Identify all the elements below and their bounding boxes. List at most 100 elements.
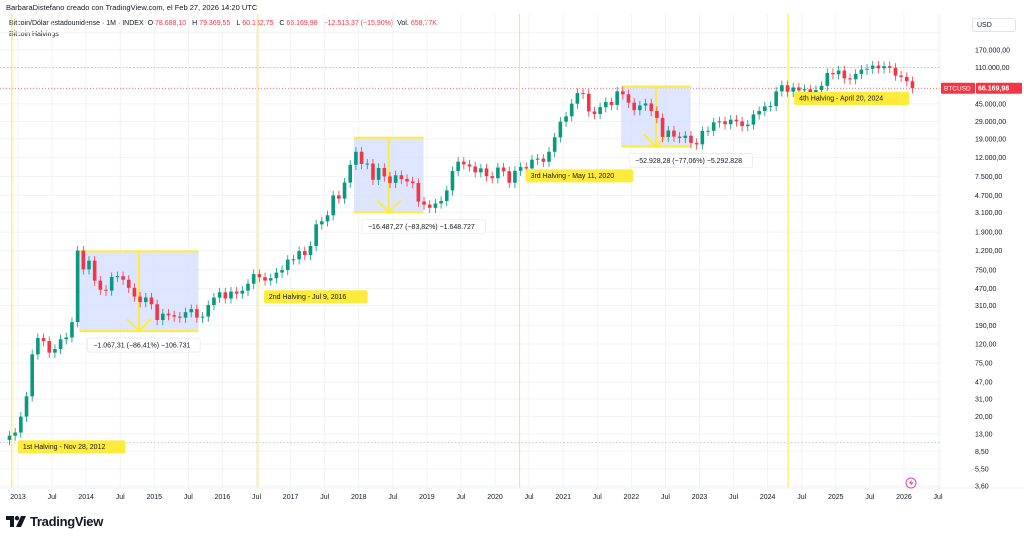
time-tick-label: Jul <box>865 494 874 501</box>
time-tick-label: Jul <box>456 494 465 501</box>
candle-body <box>359 151 364 164</box>
candle <box>904 72 909 87</box>
candle <box>337 190 341 204</box>
candle <box>115 271 120 283</box>
candle <box>7 431 12 446</box>
candle <box>376 163 381 186</box>
time-tick-label: Jul <box>729 494 738 501</box>
candle <box>865 64 869 75</box>
candle <box>694 138 699 150</box>
candle-body <box>734 119 739 122</box>
candle-body <box>92 260 97 281</box>
candle <box>598 102 602 120</box>
halving-label-bg <box>794 91 910 105</box>
candle <box>734 115 739 127</box>
measurement-label: −52.928,28 (−77,06%) −5.292.828 <box>635 158 742 165</box>
lightning-icon[interactable] <box>905 477 917 489</box>
candle <box>280 265 284 278</box>
close-value: 66.169,98 <box>286 20 318 27</box>
candle-body <box>325 215 330 222</box>
time-tick-label: 2026 <box>896 494 912 501</box>
measurement-label: −16.487,27 (−83,82%) −1.648.727 <box>368 224 475 231</box>
candle <box>467 159 472 172</box>
candle-body <box>178 316 182 318</box>
candle <box>263 272 267 286</box>
candle-body <box>75 250 80 323</box>
candle-body <box>683 135 688 138</box>
symbol-tag-bg <box>941 82 975 94</box>
candle <box>462 157 466 170</box>
candle-body <box>172 315 176 317</box>
candle-body <box>603 102 608 108</box>
candle <box>643 98 648 111</box>
candle-body <box>314 224 318 247</box>
candle-body <box>467 164 472 167</box>
candle <box>592 106 597 120</box>
candle-body <box>541 158 546 162</box>
candle-body <box>274 272 279 279</box>
candle <box>745 120 750 132</box>
candle <box>609 97 614 111</box>
candle-body <box>337 195 341 199</box>
candle-body <box>677 136 682 138</box>
candle <box>149 292 154 310</box>
candle <box>291 254 296 265</box>
candle-body <box>558 121 563 138</box>
candle-body <box>870 65 875 69</box>
candle-body <box>143 297 148 303</box>
time-tick-label: Jul <box>252 494 261 501</box>
candle-body <box>98 280 103 290</box>
candle <box>36 333 40 360</box>
candle-body <box>132 287 137 297</box>
currency-button[interactable]: USD <box>972 18 1016 32</box>
candle <box>910 76 915 94</box>
candle <box>121 271 125 285</box>
candle-body <box>36 338 40 355</box>
candle <box>257 269 262 283</box>
candle-body <box>581 93 585 95</box>
candle <box>728 115 733 130</box>
candle <box>217 287 222 303</box>
candle-body <box>632 102 636 111</box>
candle-body <box>399 175 404 180</box>
candle <box>507 166 512 188</box>
time-tick-label: Jul <box>593 494 602 501</box>
candle <box>660 113 665 143</box>
candle-body <box>831 72 835 75</box>
candle-body <box>410 181 415 184</box>
candle-body <box>484 168 489 177</box>
candle-body <box>592 111 597 115</box>
symbol-name[interactable]: Bitcoin/Dólar estadounidense · 1M · INDE… <box>9 20 144 27</box>
candle-body <box>711 122 716 131</box>
candle <box>785 80 790 97</box>
candle <box>206 300 211 322</box>
candle-body <box>234 291 239 294</box>
candle-body <box>757 111 761 115</box>
candle <box>666 125 671 143</box>
candle-body <box>297 251 301 260</box>
candle-body <box>621 91 625 95</box>
candle-body <box>126 279 131 288</box>
tradingview-logo[interactable]: TradingView <box>6 514 103 529</box>
candle-body <box>246 283 250 291</box>
candle-body <box>876 65 881 69</box>
candle-body <box>393 175 398 183</box>
candle <box>325 210 330 227</box>
candle-body <box>865 68 869 70</box>
candle-body <box>149 297 154 305</box>
price-tick-label: 310,00 <box>975 303 997 310</box>
candle <box>706 126 710 137</box>
close-label: C <box>279 20 285 27</box>
candle <box>842 65 847 84</box>
candle <box>143 292 148 308</box>
candle <box>308 241 313 261</box>
price-tick-label: 1.200,00 <box>975 248 1002 255</box>
candle-body <box>598 107 602 115</box>
measurement-label-bg <box>628 153 754 168</box>
candle-body <box>109 276 114 291</box>
time-tick-label: 2018 <box>351 494 367 501</box>
price-tick-label: 45.000,00 <box>975 101 1006 108</box>
candle <box>575 88 580 109</box>
indicator-name[interactable]: Bitcoin Halvings <box>9 31 59 38</box>
